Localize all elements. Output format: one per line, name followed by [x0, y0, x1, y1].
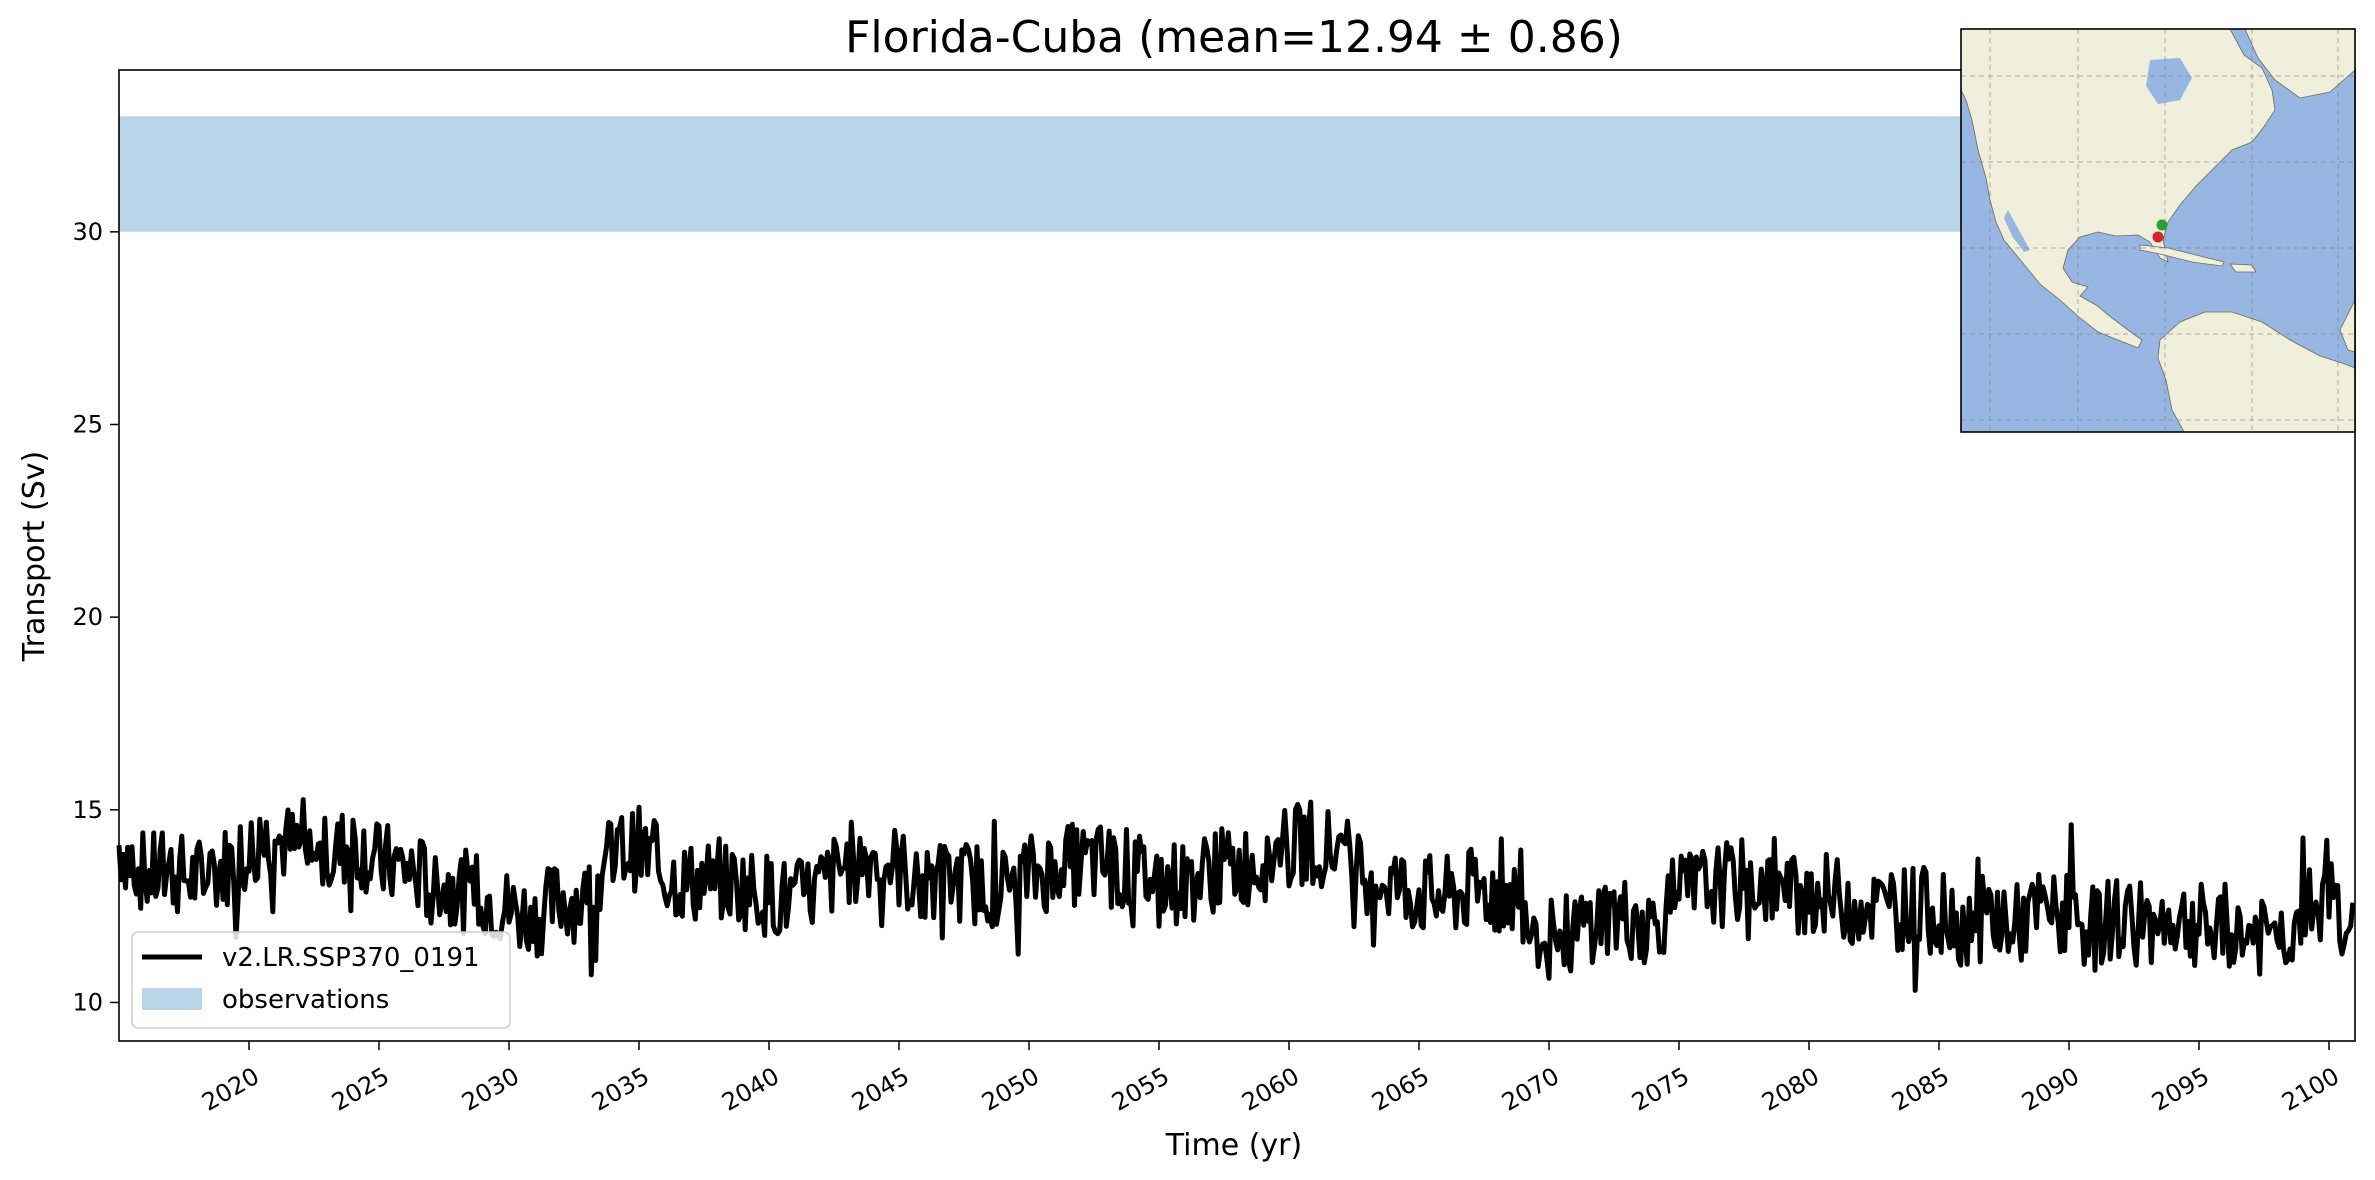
y-tick-label: 15	[72, 796, 103, 824]
map-land-africa	[2339, 299, 2355, 353]
x-axis-label: Time (yr)	[1165, 1128, 1302, 1163]
x-tick-label: 2095	[2147, 1062, 2214, 1117]
map-land-south-america	[2157, 311, 2355, 432]
x-tick-label: 2100	[2277, 1062, 2344, 1117]
x-tick-label: 2035	[587, 1062, 654, 1117]
x-tick-label: 2040	[717, 1062, 784, 1117]
x-tick-label: 2020	[197, 1062, 264, 1117]
legend-box	[131, 931, 511, 1029]
map-frame	[1960, 28, 2356, 433]
y-tick-label: 10	[72, 988, 103, 1016]
x-tick-label: 2085	[1887, 1062, 1954, 1117]
map-marker-end	[2156, 219, 2168, 231]
x-tick-label: 2080	[1757, 1062, 1824, 1117]
map-land-cuba	[2139, 244, 2225, 267]
legend: v2.LR.SSP370_0191 observations	[131, 931, 511, 1029]
legend-entry-observations: observations	[222, 985, 389, 1015]
inset-map	[1960, 28, 2356, 433]
map-marker-start	[2152, 231, 2164, 243]
y-tick-label: 30	[72, 218, 103, 246]
plot-frame	[118, 69, 2356, 1042]
x-tick-label: 2065	[1367, 1062, 1434, 1117]
x-tick-label: 2050	[977, 1062, 1044, 1117]
y-tick-label: 20	[72, 603, 103, 631]
x-tick-label: 2090	[2017, 1062, 2084, 1117]
x-tick-label: 2060	[1237, 1062, 1304, 1117]
legend-entry-series: v2.LR.SSP370_0191	[222, 943, 480, 973]
y-tick-label: 25	[72, 410, 103, 438]
map-hudson-bay	[2146, 58, 2192, 104]
legend-observations-swatch	[142, 988, 202, 1010]
chart-title: Florida-Cuba (mean=12.94 ± 0.86)	[845, 12, 1623, 63]
map-land-greenland	[2244, 29, 2355, 99]
x-tick-label: 2055	[1107, 1062, 1174, 1117]
map-gridlines	[1961, 29, 2355, 432]
x-tick-label: 2025	[327, 1062, 394, 1117]
x-tick-label: 2030	[457, 1062, 524, 1117]
series-line-v2-lr-ssp370-0191	[116, 797, 2356, 993]
map-gulf-california	[2004, 210, 2030, 252]
map-land-hispaniola	[2229, 263, 2257, 273]
y-axis-label: Transport (Sv)	[17, 451, 52, 663]
x-tick-label: 2070	[1497, 1062, 1564, 1117]
x-tick-label: 2045	[847, 1062, 914, 1117]
x-tick-label: 2075	[1627, 1062, 1694, 1117]
map-land-north-america	[1961, 29, 2276, 349]
